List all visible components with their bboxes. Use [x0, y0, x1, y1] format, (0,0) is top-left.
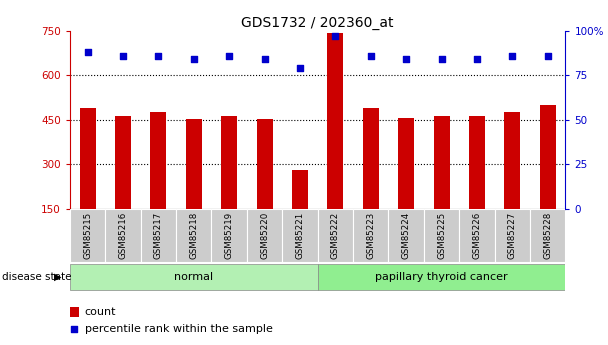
Bar [247, 209, 282, 262]
Bar [459, 209, 495, 262]
Text: GSM85223: GSM85223 [366, 212, 375, 259]
Title: GDS1732 / 202360_at: GDS1732 / 202360_at [241, 16, 394, 30]
Bar [140, 209, 176, 262]
Bar [540, 105, 556, 209]
Text: GSM85221: GSM85221 [295, 212, 305, 259]
Bar [186, 119, 202, 209]
Text: ▶: ▶ [54, 272, 61, 282]
Bar [70, 209, 105, 262]
Bar [115, 116, 131, 209]
Text: GSM85217: GSM85217 [154, 212, 163, 259]
Bar [150, 112, 167, 209]
Point [83, 50, 92, 55]
Point [189, 57, 199, 62]
Bar [282, 209, 317, 262]
Point [543, 53, 553, 59]
Text: count: count [85, 307, 116, 317]
Bar [317, 264, 565, 290]
Bar [389, 209, 424, 262]
Text: GSM85228: GSM85228 [543, 212, 552, 259]
Bar [328, 32, 344, 209]
Bar [70, 307, 79, 317]
Bar [221, 116, 237, 209]
Point [472, 57, 482, 62]
Point [366, 53, 376, 59]
Bar [434, 116, 449, 209]
Text: disease state: disease state [2, 272, 71, 282]
Point [69, 326, 79, 332]
Point [260, 57, 269, 62]
Text: GSM85216: GSM85216 [119, 212, 128, 259]
Text: percentile rank within the sample: percentile rank within the sample [85, 324, 272, 334]
Bar [105, 209, 140, 262]
Bar [292, 170, 308, 209]
Text: GSM85222: GSM85222 [331, 212, 340, 259]
Point [508, 53, 517, 59]
Point [401, 57, 411, 62]
Bar [70, 264, 317, 290]
Text: GSM85224: GSM85224 [402, 212, 410, 259]
Text: GSM85219: GSM85219 [225, 212, 233, 259]
Text: GSM85227: GSM85227 [508, 212, 517, 259]
Bar [530, 209, 565, 262]
Bar [495, 209, 530, 262]
Point [295, 66, 305, 71]
Point [154, 53, 164, 59]
Text: papillary thyroid cancer: papillary thyroid cancer [375, 272, 508, 282]
Point [118, 53, 128, 59]
Bar [80, 108, 95, 209]
Bar [398, 118, 414, 209]
Point [224, 53, 234, 59]
Text: GSM85215: GSM85215 [83, 212, 92, 259]
Bar [176, 209, 212, 262]
Text: GSM85225: GSM85225 [437, 212, 446, 259]
Text: normal: normal [174, 272, 213, 282]
Point [437, 57, 446, 62]
Text: GSM85226: GSM85226 [472, 212, 482, 259]
Bar [353, 209, 389, 262]
Bar [363, 108, 379, 209]
Bar [469, 116, 485, 209]
Bar [317, 209, 353, 262]
Bar [424, 209, 459, 262]
Bar [505, 112, 520, 209]
Text: GSM85220: GSM85220 [260, 212, 269, 259]
Point [331, 33, 340, 39]
Bar [212, 209, 247, 262]
Text: GSM85218: GSM85218 [189, 212, 198, 259]
Bar [257, 119, 272, 209]
